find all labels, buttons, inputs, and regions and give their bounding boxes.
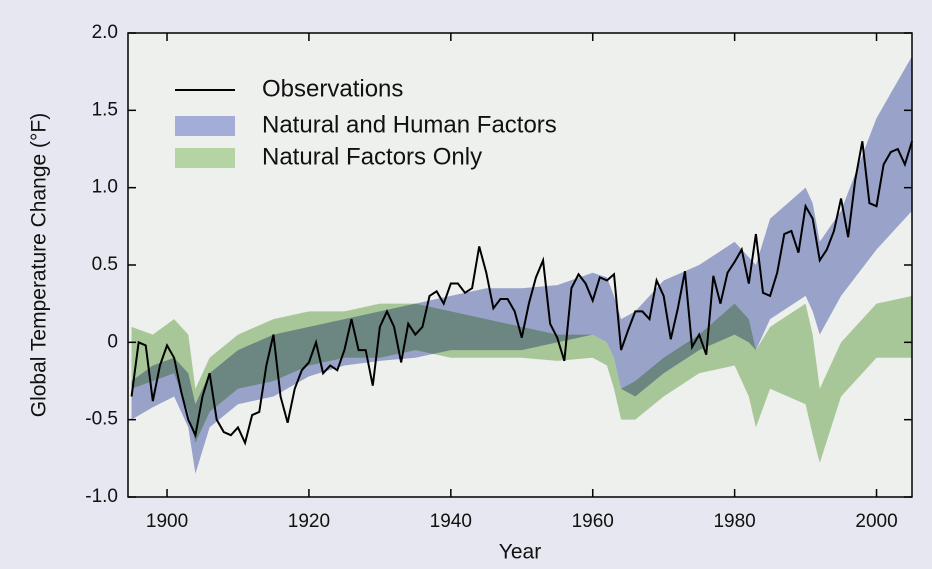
legend-label: Observations [262, 75, 403, 102]
x-axis-title: Year [499, 541, 541, 564]
band [131, 295, 913, 463]
y-tick-label: 1.0 [92, 177, 118, 198]
legend-swatch [175, 148, 235, 168]
legend-label: Natural Factors Only [262, 143, 482, 170]
legend-label: Natural and Human Factors [262, 111, 557, 138]
x-tick-label: 2000 [855, 511, 897, 532]
y-tick-label: 1.5 [92, 99, 118, 120]
x-tick-label: 1900 [146, 511, 188, 532]
x-tick-label: 1980 [713, 511, 755, 532]
x-tick-label: 1920 [288, 511, 330, 532]
y-tick-label: -1.0 [85, 486, 118, 507]
y-tick-label: 0.5 [92, 254, 118, 275]
y-axis-title: Global Temperature Change (°F) [28, 113, 51, 418]
y-tick-label: 2.0 [92, 22, 118, 43]
x-tick-label: 1960 [572, 511, 614, 532]
plot-frame [127, 32, 913, 498]
y-tick-label: -0.5 [85, 409, 118, 430]
legend-swatch [175, 116, 235, 136]
x-tick-label: 1940 [430, 511, 472, 532]
y-tick-label: 0 [107, 331, 118, 352]
observation-line [130, 140, 913, 446]
